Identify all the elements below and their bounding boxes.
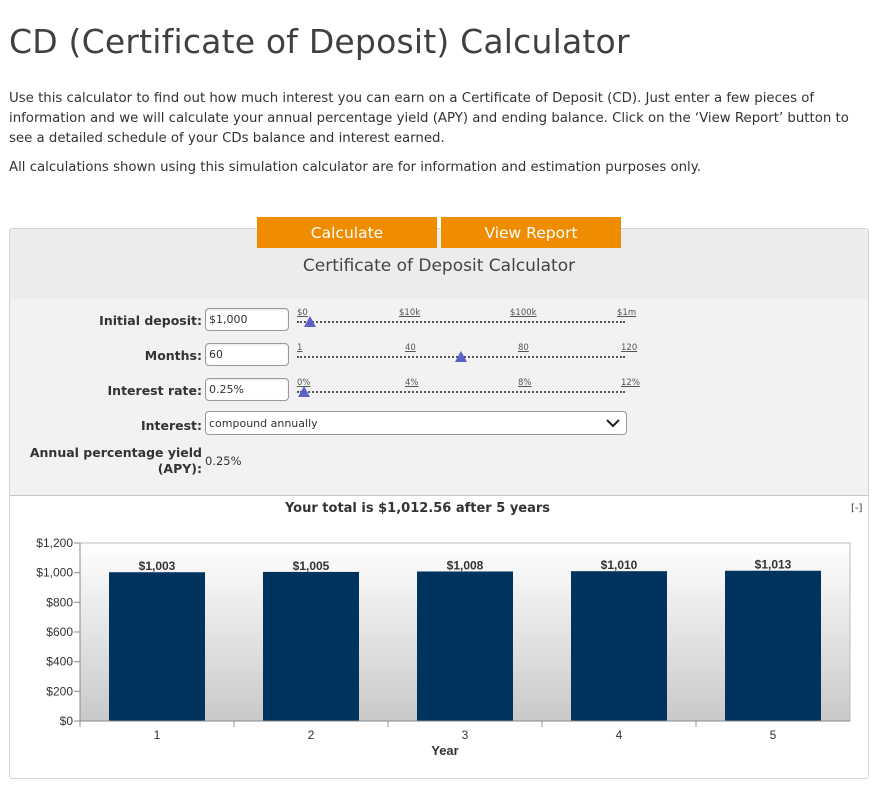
y-tick-label: $600: [46, 625, 73, 639]
y-tick-label: $400: [46, 655, 73, 669]
interest-select-value: compound annually: [209, 416, 318, 430]
x-tick-label: 4: [616, 728, 623, 742]
slider-tick: 120: [621, 343, 638, 353]
initial-deposit-input[interactable]: [205, 308, 289, 331]
bar-data-label: $1,005: [293, 559, 330, 573]
bar: [571, 571, 667, 721]
interest-label: Interest:: [140, 418, 202, 433]
y-tick-label: $800: [46, 595, 73, 609]
bar: [263, 571, 359, 721]
view-report-button[interactable]: View Report: [441, 217, 621, 248]
slider-tick: $1m: [617, 308, 637, 318]
balance-chart: $0 $200 $400 $600 $800 $1,000 $1,200 $1,003 1 $1,…: [36, 536, 851, 758]
slider-tick: 8%: [518, 378, 532, 388]
interest-select[interactable]: compound annually: [205, 411, 627, 435]
slider-tick: $10k: [399, 308, 421, 318]
months-slider[interactable]: 1 40 80 120: [297, 343, 637, 365]
page-title: CD (Certificate of Deposit) Calculator: [9, 22, 630, 61]
slider-tick: 1: [297, 343, 303, 353]
bar: [109, 572, 205, 721]
bar: [417, 571, 513, 721]
slider-tick: 0%: [297, 378, 311, 388]
y-tick-label: $0: [60, 714, 74, 728]
disclaimer-text: All calculations shown using this simula…: [9, 160, 701, 175]
collapse-toggle[interactable]: [-]: [851, 503, 863, 514]
slider-track: [297, 391, 625, 393]
interest-rate-slider[interactable]: 0% 4% 8% 12%: [297, 378, 640, 400]
chevron-down-icon: [606, 419, 620, 428]
x-axis-title: Year: [431, 743, 458, 758]
x-tick-label: 2: [308, 728, 315, 742]
initial-deposit-label: Initial deposit:: [99, 313, 202, 328]
calculator-panel: Certificate of Deposit Calculator Initia…: [9, 228, 869, 779]
calculator-title: Certificate of Deposit Calculator: [302, 256, 576, 276]
apy-label-line2: (APY):: [157, 461, 202, 476]
slider-tick: $100k: [510, 308, 537, 318]
slider-tick: 4%: [405, 378, 419, 388]
x-tick-label: 3: [462, 728, 469, 742]
slider-thumb[interactable]: [455, 351, 467, 362]
initial-deposit-slider[interactable]: $0 $10k $100k $1m: [297, 308, 636, 330]
slider-thumb[interactable]: [297, 386, 310, 397]
x-tick-label: 1: [154, 728, 161, 742]
calculator-form: Initial deposit: $0 $10k $100k $1m Month…: [10, 299, 868, 496]
apy-value: 0.25%: [205, 454, 242, 468]
y-tick-label: $1,200: [36, 536, 73, 550]
x-tick-label: 5: [770, 728, 777, 742]
bar: [725, 570, 821, 721]
y-tick-label: $1,000: [36, 566, 73, 580]
bar-data-label: $1,010: [601, 558, 638, 572]
interest-rate-input[interactable]: [205, 378, 289, 401]
y-tick-label: $200: [46, 684, 73, 698]
calculate-button[interactable]: Calculate: [257, 217, 437, 248]
bar-data-label: $1,013: [755, 558, 792, 572]
slider-track: [297, 321, 625, 323]
slider-tick: 80: [518, 343, 529, 353]
slider-tick: 40: [405, 343, 416, 353]
slider-tick: $0: [297, 308, 308, 318]
months-input[interactable]: [205, 343, 289, 366]
bar-data-label: $1,008: [447, 558, 484, 572]
intro-text: Use this calculator to find out how much…: [9, 91, 849, 146]
apy-label: Annual percentage yield (APY):: [30, 445, 202, 477]
slider-thumb[interactable]: [304, 316, 317, 327]
result-summary: Your total is $1,012.56 after 5 years: [284, 501, 551, 516]
slider-tick: 12%: [621, 378, 640, 388]
panel-header: Certificate of Deposit Calculator: [10, 229, 868, 299]
bar-data-label: $1,003: [139, 559, 176, 573]
months-label: Months:: [144, 348, 202, 363]
apy-label-line1: Annual percentage yield: [29, 445, 202, 460]
interest-rate-label: Interest rate:: [107, 383, 202, 398]
